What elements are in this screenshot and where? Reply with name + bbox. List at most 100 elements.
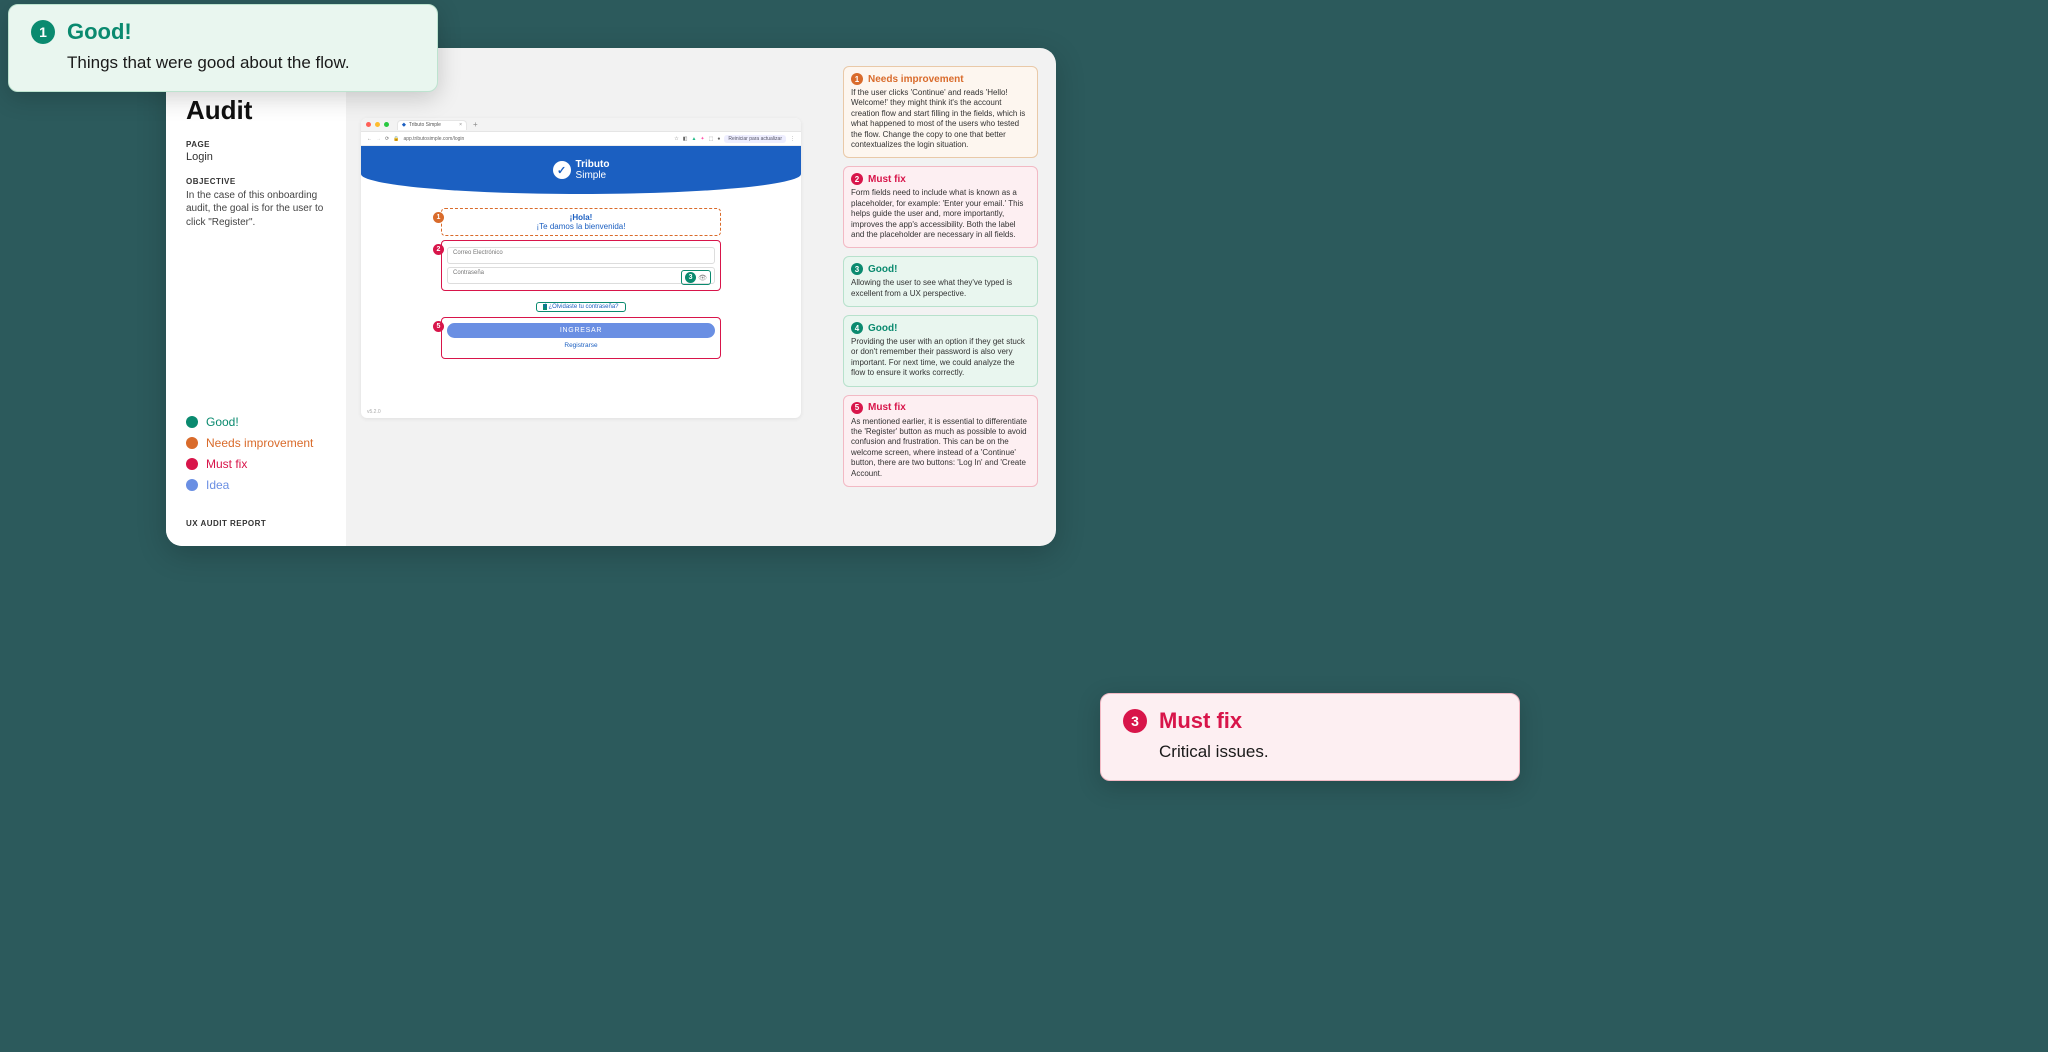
legend: Good! Needs improvement Must fix Idea	[186, 408, 326, 507]
browser-url-bar: ← → ⟳ 🔒 app.tributosimple.com/login ☆ ◧ …	[361, 132, 801, 146]
annotation-1-welcome: 1 ¡Hola! ¡Te damos la bienvenida!	[441, 208, 721, 236]
brand-name: Tributo Simple	[576, 159, 610, 181]
note-3: 3 Good! Allowing the user to see what they…	[843, 256, 1038, 307]
tab-close-icon: ×	[459, 122, 462, 128]
footer-label: UX AUDIT REPORT	[186, 507, 326, 528]
marker-3: 3	[685, 272, 696, 283]
legend-item-idea: Idea	[186, 478, 326, 492]
legend-item-good: Good!	[186, 415, 326, 429]
app-version: v5.2.0	[367, 409, 381, 415]
traffic-light-min-icon	[375, 122, 380, 127]
note-1: 1 Needs improvement If the user clicks 'Co…	[843, 66, 1038, 158]
marker-5: 5	[433, 321, 444, 332]
note-num: 3	[851, 263, 863, 275]
legend-item-mustfix: Must fix	[186, 457, 326, 471]
lock-icon: 🔒	[393, 136, 399, 142]
note-num: 1	[851, 73, 863, 85]
page-label: PAGE	[186, 140, 326, 149]
note-num: 4	[851, 322, 863, 334]
register-link: Registrarse	[447, 338, 715, 353]
toolbar-ext3-icon: ✦	[700, 136, 704, 142]
note-body: As mentioned earlier, it is essential to…	[851, 417, 1030, 479]
annotation-4-forgot: 4 ¿Olvidaste tu contraseña?	[441, 295, 721, 313]
eye-icon: 👁	[698, 274, 707, 282]
traffic-light-close-icon	[366, 122, 371, 127]
callout-good-body: Things that were good about the flow.	[67, 53, 415, 73]
annotation-5-buttons: 5 INGRESAR Registrarse	[441, 317, 721, 359]
note-title: Good!	[868, 264, 897, 275]
objective-label: OBJECTIVE	[186, 177, 326, 186]
email-field: Correo Electrónico	[447, 247, 715, 264]
annotation-2-fields: 2 Correo Electrónico Contraseña 3 👁	[441, 240, 721, 291]
toolbar-star-icon: ☆	[674, 136, 678, 142]
nav-fwd-icon: →	[376, 136, 381, 142]
note-body: If the user clicks 'Continue' and reads …	[851, 88, 1030, 150]
note-title: Needs improvement	[868, 74, 964, 85]
welcome-line-1: ¡Hola!	[442, 213, 720, 222]
note-body: Providing the user with an option if the…	[851, 337, 1030, 379]
callout-mustfix-title: Must fix	[1159, 708, 1242, 734]
note-title: Good!	[868, 323, 897, 334]
callout-good: 1 Good! Things that were good about the …	[8, 4, 438, 92]
callout-mustfix: 3 Must fix Critical issues.	[1100, 693, 1520, 781]
app-body: 1 ¡Hola! ¡Te damos la bienvenida! 2 Corr…	[361, 194, 801, 369]
browser-tab: ◆ Tributo Simple ×	[397, 120, 467, 130]
report-sidebar: UX/UI Audit PAGE Login OBJECTIVE In the …	[166, 48, 346, 546]
app-header: Tributo Simple	[361, 146, 801, 194]
legend-item-needs: Needs improvement	[186, 436, 326, 450]
note-body: Allowing the user to see what they've ty…	[851, 278, 1030, 299]
welcome-line-2: ¡Te damos la bienvenida!	[442, 222, 720, 231]
password-field: Contraseña 3 👁	[447, 267, 715, 284]
callout-mustfix-num: 3	[1123, 709, 1147, 733]
browser-mock: ◆ Tributo Simple × + ← → ⟳ 🔒 app.tributo…	[361, 118, 801, 418]
password-label: Contraseña	[453, 270, 484, 276]
tab-title: Tributo Simple	[409, 122, 441, 128]
note-2: 2 Must fix Form fields need to include wha…	[843, 166, 1038, 248]
url-text: app.tributosimple.com/login	[403, 136, 464, 142]
toolbar-ext-icon: ◧	[683, 136, 688, 142]
note-title: Must fix	[868, 402, 906, 413]
audit-report-page: UX/UI Audit PAGE Login OBJECTIVE In the …	[166, 48, 1056, 546]
new-tab-icon: +	[473, 120, 478, 129]
note-num: 2	[851, 173, 863, 185]
legend-label: Must fix	[206, 457, 247, 471]
legend-dot-icon	[186, 416, 198, 428]
forgot-text: ¿Olvidaste tu contraseña?	[548, 304, 618, 310]
page-value: Login	[186, 151, 326, 163]
forgot-link: 4 ¿Olvidaste tu contraseña?	[536, 302, 625, 312]
brand-line2: Simple	[576, 170, 607, 181]
legend-dot-icon	[186, 437, 198, 449]
login-button: INGRESAR	[447, 323, 715, 338]
legend-label: Good!	[206, 415, 239, 429]
title-line-2: Audit	[186, 95, 252, 125]
legend-dot-icon	[186, 479, 198, 491]
callout-mustfix-body: Critical issues.	[1159, 742, 1497, 762]
legend-label: Idea	[206, 478, 229, 492]
refresh-pill: Reiniciar para actualizar	[724, 135, 786, 143]
callout-good-title: Good!	[67, 19, 132, 45]
toolbar-ext2-icon: ▲	[691, 136, 696, 142]
toolbar-menu-icon: ⋮	[790, 136, 795, 142]
brand-line1: Tributo	[576, 159, 610, 170]
browser-tabbar: ◆ Tributo Simple × +	[361, 118, 801, 132]
annotation-3-eye: 3 👁	[681, 270, 711, 285]
nav-reload-icon: ⟳	[385, 136, 389, 142]
note-body: Form fields need to include what is know…	[851, 188, 1030, 240]
callout-good-num: 1	[31, 20, 55, 44]
note-title: Must fix	[868, 174, 906, 185]
brand-logo-icon	[553, 161, 571, 179]
marker-2: 2	[433, 244, 444, 255]
annotation-notes: 1 Needs improvement If the user clicks 'Co…	[843, 66, 1038, 487]
email-label: Correo Electrónico	[453, 250, 503, 256]
legend-label: Needs improvement	[206, 436, 313, 450]
nav-back-icon: ←	[367, 136, 372, 142]
note-4: 4 Good! Providing the user with an option …	[843, 315, 1038, 387]
toolbar-ext4-icon: ⬚	[709, 136, 714, 142]
tab-favicon-icon: ◆	[402, 122, 406, 128]
marker-1: 1	[433, 212, 444, 223]
traffic-light-max-icon	[384, 122, 389, 127]
note-5: 5 Must fix As mentioned earlier, it is ess…	[843, 395, 1038, 487]
objective-text: In the case of this onboarding audit, th…	[186, 189, 326, 230]
toolbar-profile-icon: ●	[717, 136, 720, 142]
note-num: 5	[851, 402, 863, 414]
